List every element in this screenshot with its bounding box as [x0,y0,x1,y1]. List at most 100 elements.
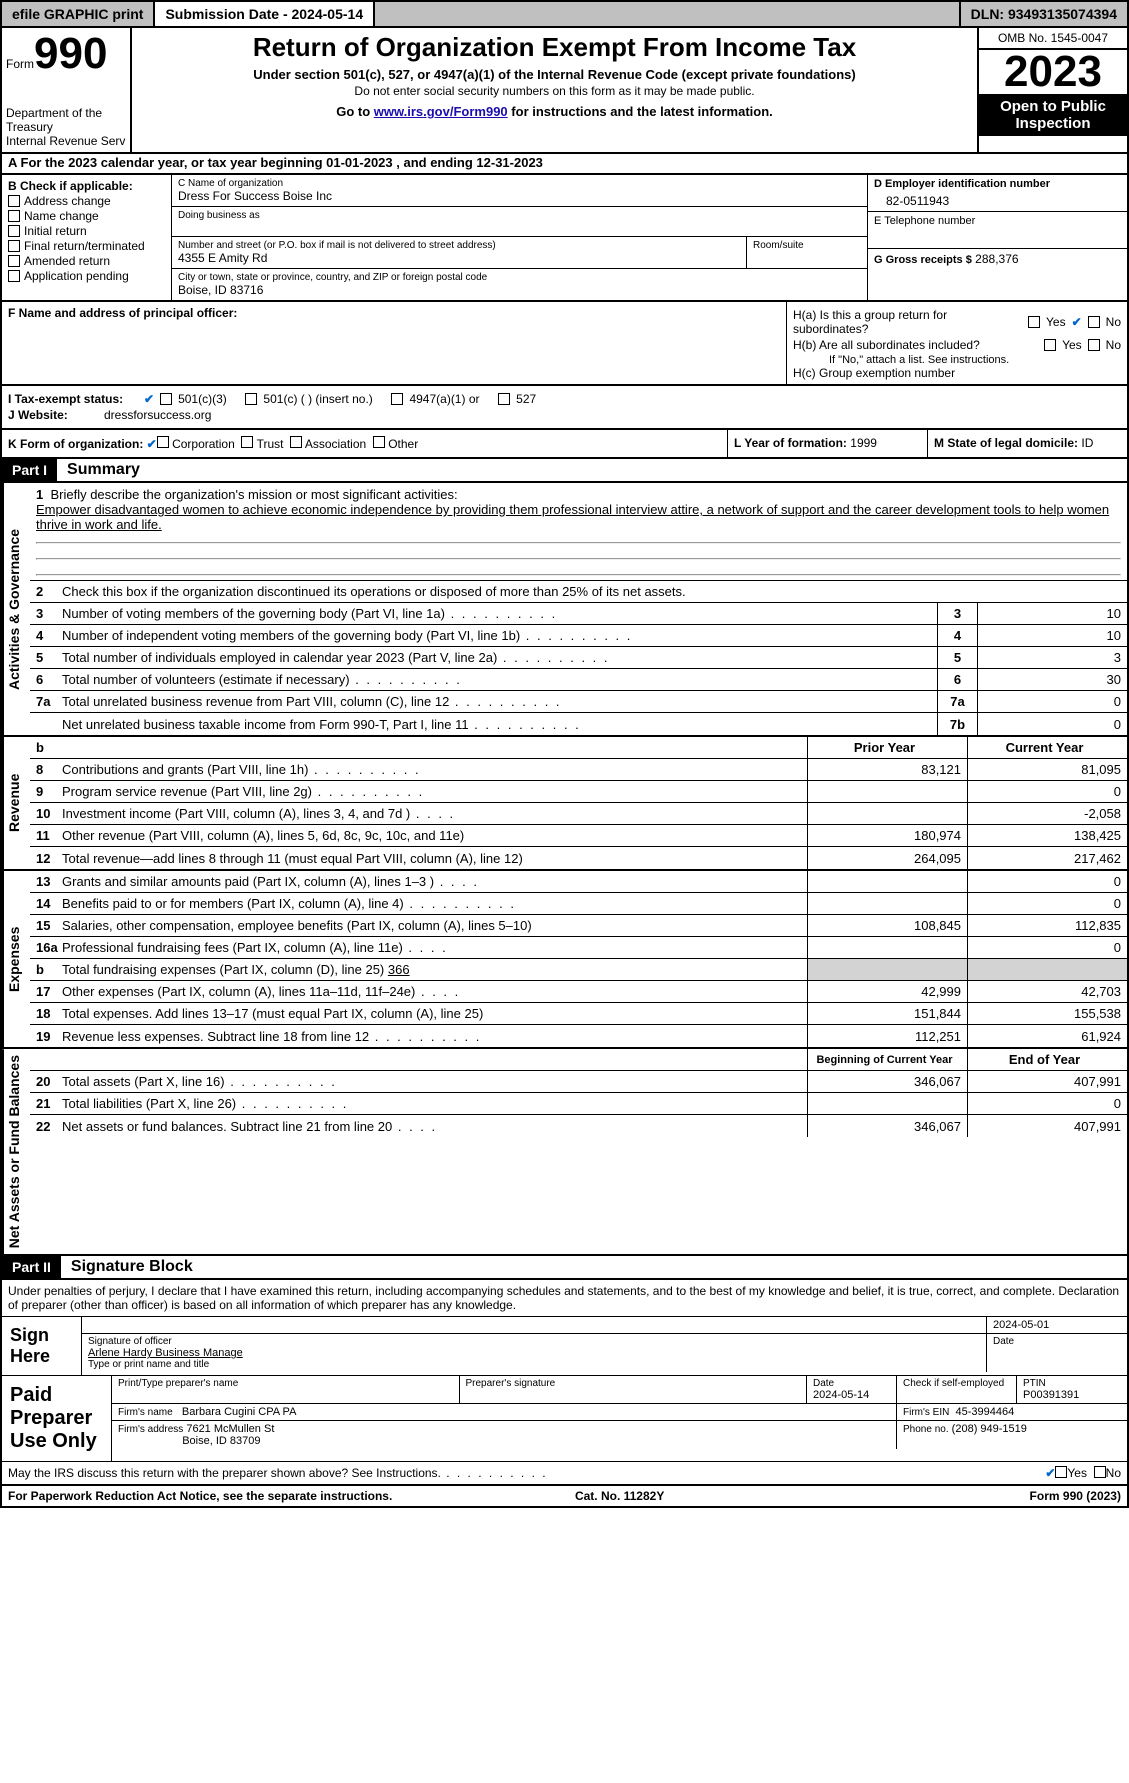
part-2-title: Signature Block [61,1258,193,1276]
section-b-to-g: B Check if applicable: Address change Na… [0,175,1129,302]
end-year-hdr: End of Year [967,1049,1127,1070]
line-11: Other revenue (Part VIII, column (A), li… [58,826,807,845]
p10 [807,803,967,824]
sign-here-label: Sign Here [2,1317,82,1375]
mission-label: Briefly describe the organization's miss… [50,487,457,502]
check-icon: ✔ [1072,315,1082,329]
box-f: F Name and address of principal officer: [2,302,787,384]
c16b-shade [967,959,1127,980]
city-label: City or town, state or province, country… [178,272,861,283]
revenue-section: Revenue bPrior YearCurrent Year 8Contrib… [0,737,1129,871]
efile-print[interactable]: efile GRAPHIC print [2,2,155,26]
tax-status-label: I Tax-exempt status: [8,392,138,406]
self-employed: Check if self-employed [897,1376,1017,1403]
website-value: dressforsuccess.org [104,408,211,422]
domicile: ID [1081,436,1093,450]
prep-date-label: Date [813,1378,890,1389]
ha-no[interactable] [1088,316,1100,328]
c10: -2,058 [967,803,1127,824]
chk-trust[interactable] [241,436,253,448]
form-header: Form 990 Department of the Treasury Inte… [0,28,1129,154]
dba-label: Doing business as [178,210,861,221]
c12: 217,462 [967,847,1127,869]
ha-yes[interactable] [1028,316,1040,328]
chk-corp[interactable] [157,436,169,448]
box-c: C Name of organization Dress For Success… [172,175,867,300]
type-name-label: Type or print name and title [88,1359,980,1370]
officer-name: Arlene Hardy Business Manage [88,1347,980,1359]
box-b: B Check if applicable: Address change Na… [2,175,172,300]
line-a-tax-year: A For the 2023 calendar year, or tax yea… [0,152,1129,175]
ptin: P00391391 [1023,1389,1121,1401]
line-16b: Total fundraising expenses (Part IX, col… [58,960,807,979]
form-org-label: K Form of organization: [8,437,143,451]
gross-receipts-label: G Gross receipts $ [874,254,972,266]
val-7a: 0 [977,691,1127,712]
c13: 0 [967,871,1127,892]
c16a: 0 [967,937,1127,958]
box-h: H(a) Is this a group return for subordin… [787,302,1127,384]
p21 [807,1093,967,1114]
chk-other[interactable] [373,436,385,448]
firm-ein-label: Firm's EIN [903,1407,949,1418]
tax-year: 2023 [979,50,1127,94]
beg-year-hdr: Beginning of Current Year [807,1049,967,1070]
room-suite-label: Room/suite [747,237,867,268]
signature-block: Under penalties of perjury, I declare th… [0,1280,1129,1486]
c19: 61,924 [967,1025,1127,1047]
open-inspection: Open to Public Inspection [979,94,1127,136]
line-19: Revenue less expenses. Subtract line 18 … [58,1027,807,1046]
prep-sig-label: Preparer's signature [460,1376,808,1403]
chk-501c3[interactable] [160,393,172,405]
discuss-no[interactable] [1094,1466,1106,1478]
website-label: J Website: [8,408,98,422]
c21: 0 [967,1093,1127,1114]
dln: DLN: 93493135074394 [961,2,1127,26]
prep-name-label: Print/Type preparer's name [112,1376,460,1403]
chk-pending[interactable] [8,270,20,282]
hb-no[interactable] [1088,339,1100,351]
chk-4947[interactable] [391,393,403,405]
net-assets-section: Net Assets or Fund Balances Beginning of… [0,1049,1129,1256]
chk-assoc[interactable] [290,436,302,448]
firm-phone: (208) 949-1519 [952,1423,1027,1435]
chk-name-change[interactable] [8,210,20,222]
firm-ein: 45-3994464 [955,1406,1014,1418]
line-7a: Total unrelated business revenue from Pa… [58,692,937,711]
c18: 155,538 [967,1003,1127,1024]
form-title: Return of Organization Exempt From Incom… [142,32,967,63]
chk-initial-return[interactable] [8,225,20,237]
line-13: Grants and similar amounts paid (Part IX… [58,872,807,891]
chk-final-return[interactable] [8,240,20,252]
street-address: 4355 E Amity Rd [178,251,740,265]
declaration-text: Under penalties of perjury, I declare th… [2,1280,1127,1316]
org-name-label: C Name of organization [178,178,861,189]
p14 [807,893,967,914]
irs-link[interactable]: www.irs.gov/Form990 [374,104,508,119]
line-6: Total number of volunteers (estimate if … [58,670,937,689]
hb-note: If "No," attach a list. See instructions… [793,354,1121,366]
domicile-label: M State of legal domicile: [934,436,1078,450]
phone-label: E Telephone number [874,215,1121,227]
chk-amended[interactable] [8,255,20,267]
part-2-header: Part II Signature Block [0,1256,1129,1280]
hb-yes[interactable] [1044,339,1056,351]
p9 [807,781,967,802]
firm-addr-label: Firm's address [118,1424,183,1435]
prior-year-hdr: Prior Year [807,737,967,758]
section-f-h: F Name and address of principal officer:… [0,302,1129,386]
org-name: Dress For Success Boise Inc [178,189,861,203]
chk-501c[interactable] [245,393,257,405]
city-state-zip: Boise, ID 83716 [178,283,861,297]
chk-527[interactable] [498,393,510,405]
line-4: Number of independent voting members of … [58,626,937,645]
dept-treasury: Department of the Treasury [6,106,126,134]
gross-receipts-value: 288,376 [975,252,1018,266]
line-21: Total liabilities (Part X, line 26) [58,1094,807,1113]
p20: 346,067 [807,1071,967,1092]
box-b-label: B Check if applicable: [8,179,165,193]
form-subtitle: Under section 501(c), 527, or 4947(a)(1)… [142,67,967,82]
discuss-yes[interactable] [1055,1466,1067,1478]
c17: 42,703 [967,981,1127,1002]
chk-address-change[interactable] [8,195,20,207]
